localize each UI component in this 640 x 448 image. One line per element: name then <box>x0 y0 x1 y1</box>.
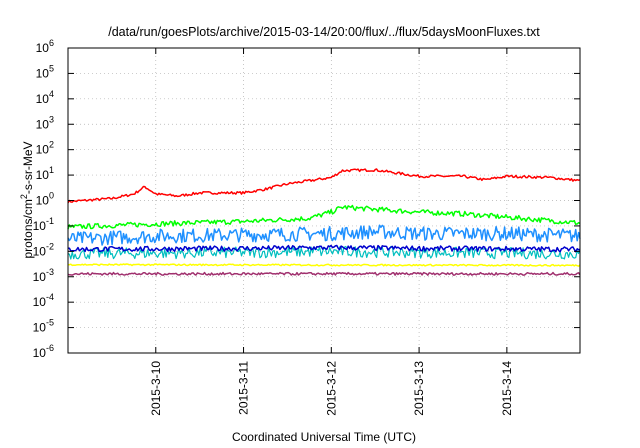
x-tick-label: 2015-3-10 <box>149 361 163 416</box>
series-line-7 <box>67 271 581 276</box>
y-tick-label: 103 <box>36 114 54 131</box>
series-line-5 <box>67 244 581 253</box>
y-tick-label: 10-2 <box>33 241 54 258</box>
series-line-2 <box>67 204 581 230</box>
y-tick-label: 100 <box>36 191 54 208</box>
y-tick-label: 10-5 <box>33 318 54 335</box>
x-tick-label: 2015-3-11 <box>237 361 251 415</box>
x-tick-label: 2015-3-13 <box>412 361 426 416</box>
series-group <box>67 168 581 276</box>
y-tick-label: 10-6 <box>33 343 54 360</box>
y-tick-label: 101 <box>36 165 54 182</box>
y-tick-label: 10-4 <box>33 292 54 309</box>
series-line-3 <box>67 224 581 246</box>
y-tick-label: 10-1 <box>33 216 54 233</box>
y-axis-ticks: 10-6 10-5 10-4 10-3 10-2 10-1 100 101 102 103 104 1… <box>33 38 580 360</box>
series-line-1 <box>67 168 581 204</box>
y-axis-label: protons/cm2-s-sr-MeV <box>19 141 35 258</box>
y-tick-label: 102 <box>36 140 54 157</box>
y-tick-label: 106 <box>36 38 54 55</box>
y-tick-label: 10-3 <box>33 267 54 284</box>
x-axis-label: Coordinated Universal Time (UTC) <box>232 430 416 444</box>
x-tick-label: 2015-3-12 <box>324 361 338 416</box>
series-line-6 <box>67 263 581 267</box>
chart-title: /data/run/goesPlots/archive/2015-03-14/2… <box>108 25 540 39</box>
y-tick-label: 104 <box>36 89 54 106</box>
x-axis-ticks: 2015-3-10 2015-3-11 2015-3-12 2015-3-13 2015… <box>149 48 514 416</box>
x-tick-label: 2015-3-14 <box>500 361 514 416</box>
grid-lines <box>68 48 580 353</box>
y-tick-label: 105 <box>36 63 54 80</box>
